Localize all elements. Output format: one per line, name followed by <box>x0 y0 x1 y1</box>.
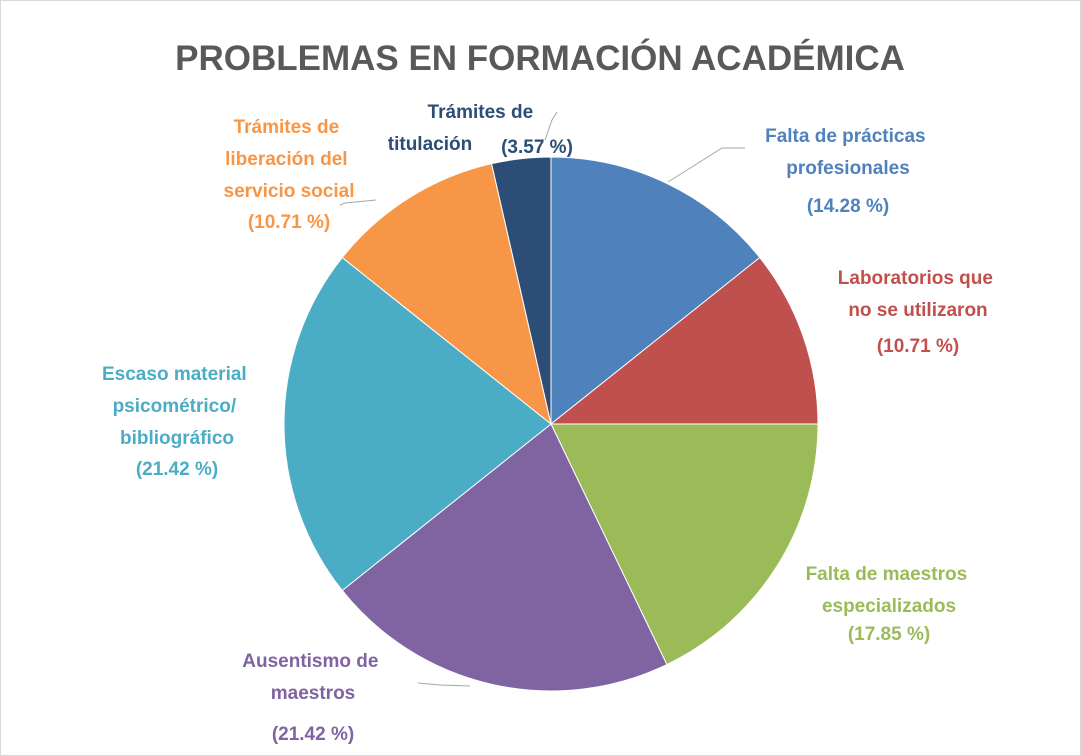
pie-slice <box>550 156 761 426</box>
slice-label: Laboratorios que no se utilizaron <box>838 268 998 321</box>
leader-line <box>339 199 377 206</box>
slice-label: Escaso material psicométrico/ bibliográf… <box>102 364 252 449</box>
leader-line <box>417 682 471 687</box>
slice-value-label: (3.57 %) <box>501 137 573 158</box>
pie-slice <box>283 256 552 592</box>
slice-value-label: (21.42 %) <box>136 459 218 480</box>
slice-value-label: (21.42 %) <box>272 724 354 745</box>
pie-slice <box>550 423 819 666</box>
slice-label: Trámites de titulación <box>388 102 539 155</box>
pie-slice <box>490 156 552 425</box>
pie-slice <box>549 256 819 425</box>
slice-value-label: (10.71 %) <box>248 212 330 233</box>
leader-line <box>667 147 745 183</box>
slice-label: Trámites de liberación del servicio soci… <box>224 117 355 202</box>
slice-label: Falta de maestros especializados <box>806 564 973 617</box>
slice-value-label: (10.71 %) <box>877 336 959 357</box>
chart-title: PROBLEMAS EN FORMACIÓN ACADÉMICA <box>175 38 905 78</box>
pie-slice <box>341 423 668 692</box>
slice-label: Falta de prácticas profesionales <box>765 126 931 179</box>
pie-slice <box>341 163 552 426</box>
leader-line <box>544 111 558 141</box>
slice-label: Ausentismo de maestros <box>242 651 383 704</box>
slice-value-label: (14.28 %) <box>807 196 889 217</box>
slice-value-label: (17.85 %) <box>848 624 930 645</box>
